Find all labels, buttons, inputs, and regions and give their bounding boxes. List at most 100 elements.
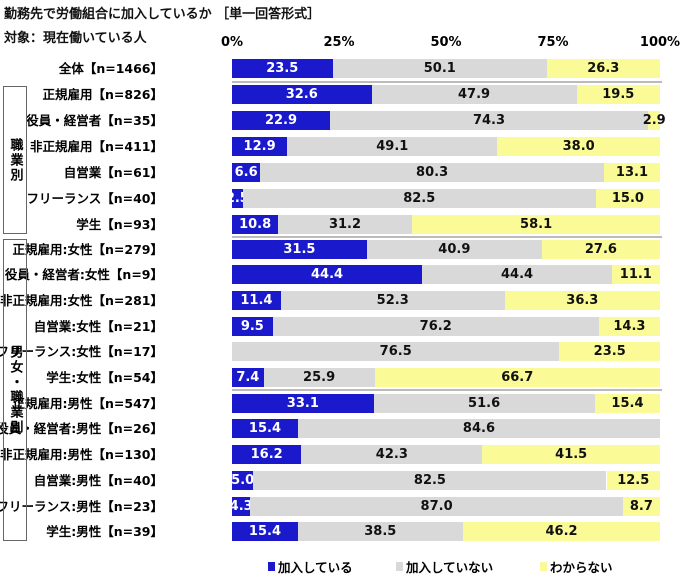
separator: [232, 236, 662, 238]
bar-segment: [232, 162, 261, 182]
data-label: 11.4: [240, 292, 273, 308]
bar-segment: [576, 84, 660, 104]
legend-swatch: [540, 562, 547, 571]
data-label: 27.6: [584, 241, 617, 257]
data-label: 66.7: [501, 370, 534, 385]
data-label: 42.3: [375, 447, 408, 463]
bar-segment: [232, 84, 372, 104]
category-label: フリーランス【n=40】: [26, 190, 163, 206]
data-label: 82.5: [413, 472, 446, 488]
data-label: 87.0: [420, 498, 453, 514]
separator: [232, 81, 662, 83]
data-label: 41.5: [555, 447, 588, 463]
data-label: 52.3: [376, 292, 409, 308]
bar-segment: [366, 239, 542, 259]
data-label: 2.9: [642, 112, 666, 128]
bar-segment: [232, 188, 243, 208]
bar-segment: [278, 214, 412, 234]
category-label: 学生【n=93】: [76, 216, 163, 232]
data-label: 22.9: [264, 112, 298, 128]
legend-label: 加入している: [278, 560, 353, 575]
legend-item: 加入している: [268, 557, 353, 576]
category-label: 自営業【n=61】: [63, 164, 163, 180]
bar-segment: [559, 342, 660, 362]
data-label: 49.1: [376, 138, 409, 154]
category-label: 全体【n=1466】: [58, 60, 163, 76]
bar-segment: [242, 188, 596, 208]
chart-subtitle: 対象：現在働いている人: [4, 31, 147, 46]
bar-segment: [603, 162, 660, 182]
category-label: 非正規雇用:女性【n=281】: [0, 292, 163, 308]
data-label: 76.5: [379, 344, 412, 360]
data-label: 26.3: [587, 60, 620, 76]
data-label: 76.2: [419, 318, 452, 334]
data-label: 6.6: [234, 164, 258, 180]
data-label: 23.5: [593, 344, 626, 360]
data-label: 23.5: [266, 60, 299, 76]
category-label: 自営業:男性【n=40】: [33, 472, 163, 488]
data-label: 4.3: [229, 498, 253, 514]
bar-segment: [332, 58, 547, 78]
data-label: 47.9: [457, 86, 491, 102]
bar-segment: [232, 239, 367, 259]
bar-segment: [250, 496, 623, 516]
tick-label: 25%: [323, 35, 355, 50]
legend-label: 加入していない: [406, 560, 494, 575]
category-label: 正規雇用:女性【n=279】: [12, 241, 163, 257]
tick-label: 100%: [639, 35, 681, 50]
tick-label: 50%: [430, 35, 462, 50]
data-label: 13.1: [615, 164, 648, 180]
bar-segment: [595, 188, 660, 208]
tick-label: 0%: [220, 35, 244, 50]
data-label: 50.1: [423, 60, 456, 76]
category-label: 学生:女性【n=54】: [46, 370, 163, 385]
data-label: 15.0: [611, 190, 644, 206]
bar-segment: [371, 84, 577, 104]
category-label: フリーランス:女性【n=17】: [0, 344, 163, 360]
category-label: 役員・経営者:男性【n=26】: [0, 421, 163, 437]
data-label: 10.8: [239, 216, 272, 232]
bar-segment: [232, 316, 273, 336]
group-label-occupation: 職業別: [3, 86, 27, 234]
category-label: 正規雇用【n=826】: [42, 86, 163, 102]
legend-swatch: [268, 562, 275, 571]
data-label: 84.6: [462, 421, 495, 437]
data-label: 19.5: [602, 86, 635, 102]
data-label: 11.1: [619, 267, 652, 283]
data-label: 74.3: [472, 112, 506, 128]
data-label: 38.5: [364, 524, 397, 540]
bar-segment: [422, 265, 613, 285]
data-label: 31.2: [328, 216, 362, 232]
bar-segment: [374, 368, 660, 387]
bar-segment: [263, 368, 375, 387]
bar-segment: [260, 162, 604, 182]
bar-segment: [287, 136, 498, 156]
data-label: 44.4: [310, 267, 344, 283]
bar-segment: [280, 290, 505, 310]
bar-segment: [232, 110, 330, 130]
bar-segment: [648, 110, 661, 130]
bar-segment: [504, 290, 660, 310]
data-label: 12.9: [243, 138, 276, 154]
bar-segment: [606, 470, 660, 490]
category-label: 非正規雇用:男性【n=130】: [0, 447, 163, 463]
bar-segment: [232, 58, 333, 78]
data-label: 80.3: [416, 164, 449, 180]
bar-segment: [297, 522, 463, 542]
bar-segment: [622, 496, 660, 516]
bar-segment: [612, 265, 660, 285]
bar-segment: [253, 470, 607, 490]
data-label: 15.4: [248, 524, 281, 540]
data-label: 5.0: [231, 472, 255, 488]
bar-segment: [232, 136, 288, 156]
data-label: 31.5: [283, 241, 316, 257]
category-label: 非正規雇用【n=411】: [30, 138, 163, 154]
data-label: 15.4: [248, 421, 281, 437]
data-label: 58.1: [520, 216, 553, 232]
data-label: 9.5: [240, 318, 264, 334]
legend-label: わからない: [550, 560, 613, 575]
bar-segment: [232, 445, 302, 465]
bar-segment: [497, 136, 660, 156]
data-label: 14.3: [613, 318, 646, 334]
